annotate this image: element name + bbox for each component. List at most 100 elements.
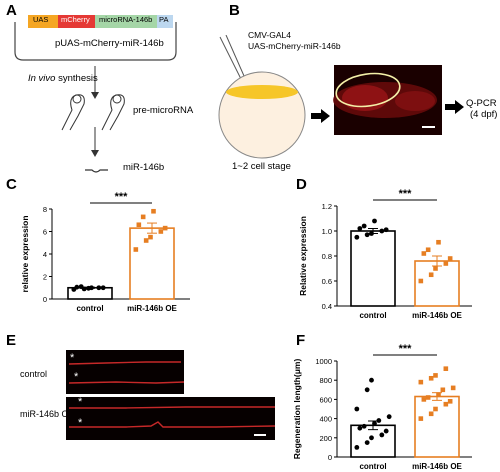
mcherry-segment xyxy=(58,15,95,28)
y-tick-label: 6 xyxy=(43,228,47,237)
qpcr-label: Q-PCR xyxy=(466,98,497,109)
y-tick-label: 0.4 xyxy=(322,302,332,311)
data-point xyxy=(433,406,438,412)
data-point xyxy=(418,278,424,284)
lesion-marker-4: * xyxy=(78,417,83,429)
data-point xyxy=(440,387,446,393)
x-category-label: miR-146b OE xyxy=(412,462,462,471)
data-point xyxy=(372,218,377,224)
data-point xyxy=(89,285,94,291)
data-point xyxy=(421,397,427,402)
uas-segment-label: UAS xyxy=(33,15,49,24)
data-point xyxy=(428,411,434,417)
embryo-icon xyxy=(218,71,306,159)
y-tick-label: 800 xyxy=(319,376,332,385)
injection-label-1: CMV-GAL4 xyxy=(248,30,291,40)
lesion-marker-2: * xyxy=(74,371,79,383)
data-point xyxy=(354,234,360,240)
data-point xyxy=(143,238,149,243)
panel-letter-d: D xyxy=(296,176,307,193)
data-point xyxy=(447,399,453,404)
lesion-marker-3: * xyxy=(78,396,83,408)
x-category-label: miR-146b OE xyxy=(127,304,177,313)
y-axis-label: Regeneration length(μm) xyxy=(292,359,302,460)
cell-stage-label: 1~2 cell stage xyxy=(232,161,291,172)
dpf-label: (4 dpf) xyxy=(470,109,498,120)
data-point xyxy=(364,387,370,393)
data-point xyxy=(443,261,449,266)
data-point xyxy=(425,247,431,253)
panel-letter-a: A xyxy=(6,2,17,19)
axon-oe-label: miR-146b OE xyxy=(20,409,75,419)
data-point xyxy=(136,222,142,228)
data-point xyxy=(379,432,385,438)
data-point xyxy=(357,226,363,231)
panel-letter-b: B xyxy=(229,2,240,19)
data-point xyxy=(372,421,377,426)
data-point xyxy=(364,440,370,445)
plasmid-construct-diagram xyxy=(14,15,177,173)
uas-segment xyxy=(28,15,58,28)
bar xyxy=(129,227,175,300)
y-tick-label: 8 xyxy=(43,205,47,214)
data-point xyxy=(436,392,441,397)
y-tick-label: 0 xyxy=(43,295,47,304)
data-point xyxy=(450,385,456,391)
mature-mirna-label: miR-146b xyxy=(123,162,165,173)
x-category-label: miR-146b OE xyxy=(412,311,462,320)
data-point xyxy=(158,229,164,234)
data-point xyxy=(148,234,153,240)
y-tick-label: 200 xyxy=(319,434,332,443)
plasmid-name: pUAS-mCherry-miR-146b xyxy=(55,38,164,49)
panel-letter-e: E xyxy=(6,332,17,349)
data-point xyxy=(96,285,102,291)
data-point xyxy=(443,366,449,371)
y-tick-label: 4 xyxy=(43,250,47,259)
y-tick-label: 0.8 xyxy=(322,252,332,261)
chart-d-relative-expression: 0.4 0.6 0.8 1.0 1.2 Relative expression contro… xyxy=(298,188,472,320)
pa-segment xyxy=(157,15,173,28)
chart-f-regeneration-length: 0 200 400 600 800 1000 Regeneration length(μm)… xyxy=(292,343,472,471)
data-point xyxy=(361,423,367,429)
injection-label-2: UAS-mCherry-miR-146b xyxy=(248,41,341,51)
axon-control-label: control xyxy=(20,369,48,379)
data-point xyxy=(428,272,434,278)
data-point xyxy=(383,428,389,434)
data-point xyxy=(421,251,427,256)
data-point xyxy=(354,406,360,412)
significance-label: *** xyxy=(399,343,413,355)
data-point xyxy=(133,247,139,252)
y-tick-label: 1.0 xyxy=(322,227,332,236)
data-point xyxy=(369,377,374,383)
data-point xyxy=(357,425,363,431)
data-point xyxy=(447,256,453,261)
embryo-injection-diagram xyxy=(218,35,464,159)
mature-mirna-icon xyxy=(85,169,108,173)
pa-segment-label: PA xyxy=(159,15,169,24)
panel-letter-f: F xyxy=(296,332,306,349)
data-point xyxy=(443,401,449,407)
data-point xyxy=(418,416,424,421)
chart-c-relative-expression: 0 2 4 6 8 relative expression control miR-146b … xyxy=(20,191,190,313)
y-tick-label: 1.2 xyxy=(322,202,332,211)
data-point xyxy=(425,395,431,400)
data-point xyxy=(418,379,424,385)
y-axis-label: Relative expression xyxy=(298,216,308,296)
x-category-label: control xyxy=(76,304,103,313)
data-point xyxy=(433,373,438,378)
data-point xyxy=(354,445,360,450)
axon-fluorescence-images xyxy=(66,350,276,440)
data-point xyxy=(379,228,385,234)
data-point xyxy=(428,375,434,381)
data-point xyxy=(162,225,168,231)
y-tick-label: 0.6 xyxy=(322,277,332,286)
data-point xyxy=(140,214,146,220)
lesion-marker-1: * xyxy=(70,352,75,364)
pre-microrna-label: pre-microRNA xyxy=(133,105,194,116)
significance-label: *** xyxy=(115,191,129,203)
data-point xyxy=(364,232,370,238)
data-point xyxy=(433,266,438,271)
y-axis-label: relative expression xyxy=(20,215,30,292)
y-tick-label: 600 xyxy=(319,395,332,404)
x-category-label: control xyxy=(359,311,386,320)
